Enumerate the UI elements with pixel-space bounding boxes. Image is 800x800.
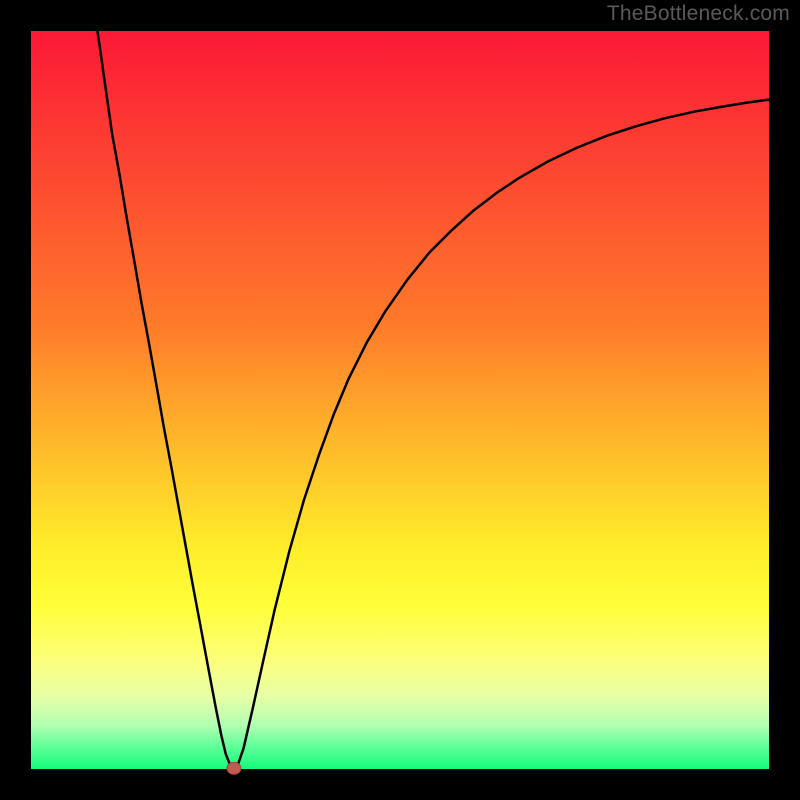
watermark-label: TheBottleneck.com (607, 2, 790, 26)
minimum-marker (227, 762, 241, 774)
plot-background (31, 31, 769, 769)
chart-svg (0, 0, 800, 800)
chart-container: TheBottleneck.com (0, 0, 800, 800)
